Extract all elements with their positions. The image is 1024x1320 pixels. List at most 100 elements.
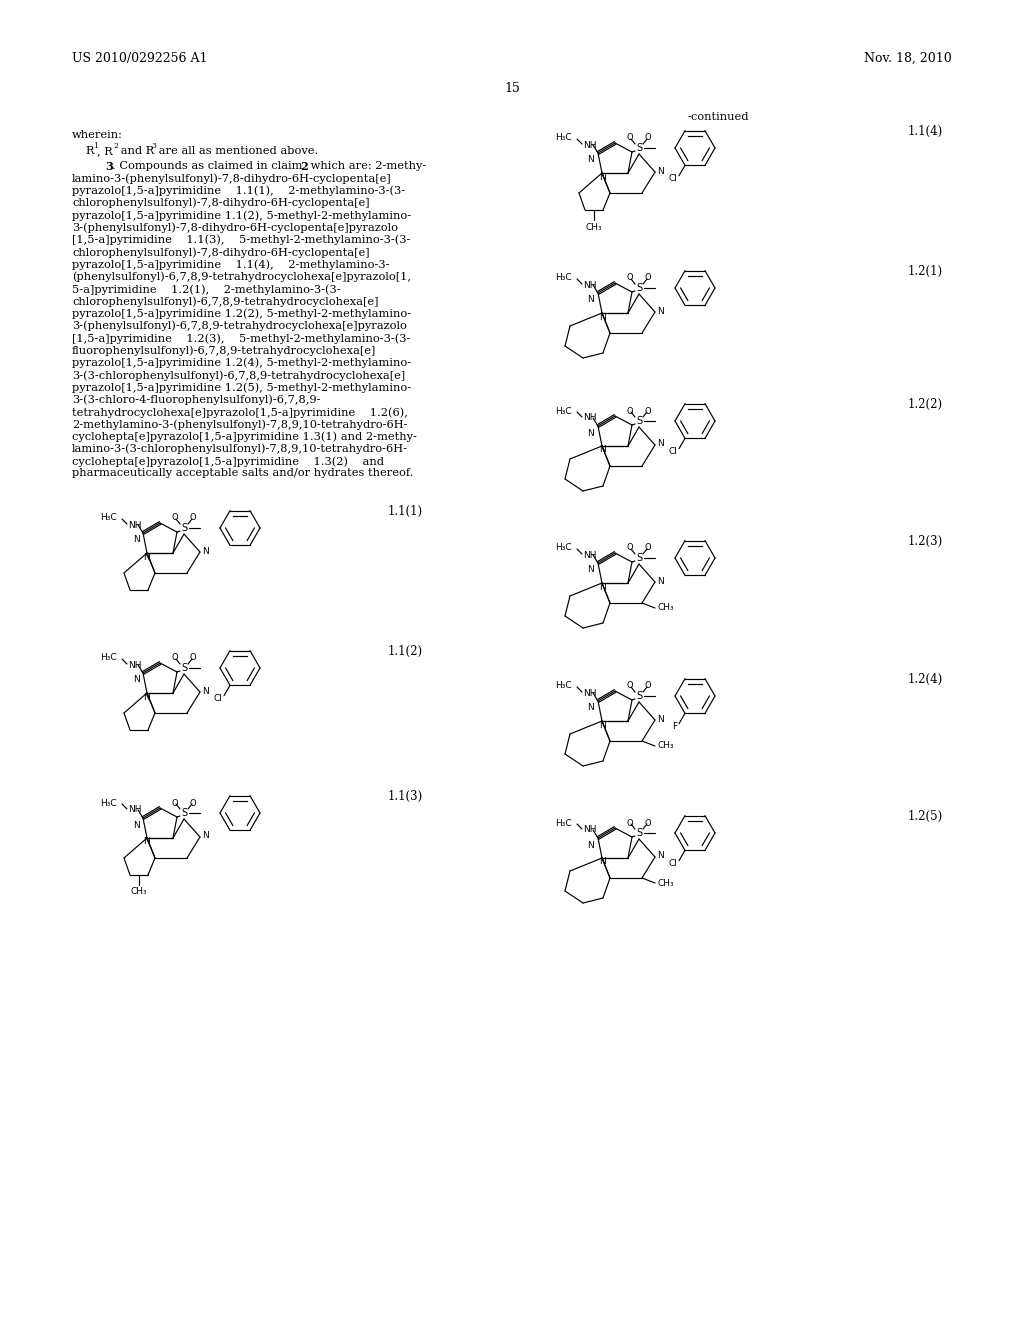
Text: fluorophenylsulfonyl)-6,7,8,9-tetrahydrocyclohexa[e]: fluorophenylsulfonyl)-6,7,8,9-tetrahydro… [72, 346, 377, 356]
Text: CH₃: CH₃ [131, 887, 147, 896]
Text: N: N [588, 841, 594, 850]
Text: NH: NH [583, 825, 597, 834]
Text: O: O [627, 544, 633, 553]
Text: 1.2(1): 1.2(1) [908, 265, 943, 279]
Text: N: N [588, 429, 594, 437]
Text: CH₃: CH₃ [657, 879, 674, 887]
Text: 5-a]pyrimidine    1.2(1),    2-methylamino-3-(3-: 5-a]pyrimidine 1.2(1), 2-methylamino-3-(… [72, 284, 341, 294]
Text: S: S [636, 282, 642, 293]
Text: Cl: Cl [669, 446, 678, 455]
Text: H₃C: H₃C [555, 273, 571, 282]
Text: 3-(phenylsulfonyl)-6,7,8,9-tetrahydrocyclohexa[e]pyrazolo: 3-(phenylsulfonyl)-6,7,8,9-tetrahydrocyc… [72, 321, 407, 331]
Text: N: N [657, 166, 664, 176]
Text: O: O [645, 681, 651, 690]
Text: . Compounds as claimed in claim: . Compounds as claimed in claim [112, 161, 306, 172]
Text: O: O [645, 818, 651, 828]
Text: H₃C: H₃C [100, 513, 117, 523]
Text: N: N [202, 686, 209, 696]
Text: N: N [202, 832, 209, 841]
Text: chlorophenylsulfonyl)-6,7,8,9-tetrahydrocyclohexa[e]: chlorophenylsulfonyl)-6,7,8,9-tetrahydro… [72, 296, 379, 306]
Text: pyrazolo[1,5-a]pyrimidine 1.2(2), 5-methyl-2-methylamino-: pyrazolo[1,5-a]pyrimidine 1.2(2), 5-meth… [72, 309, 411, 319]
Text: US 2010/0292256 A1: US 2010/0292256 A1 [72, 51, 208, 65]
Text: CH₃: CH₃ [586, 223, 602, 231]
Text: 1.1(1): 1.1(1) [388, 506, 423, 517]
Text: O: O [627, 133, 633, 143]
Text: 1.1(4): 1.1(4) [908, 125, 943, 139]
Text: 1: 1 [93, 143, 98, 150]
Text: S: S [181, 808, 187, 818]
Text: O: O [645, 544, 651, 553]
Text: S: S [636, 828, 642, 838]
Text: N: N [599, 858, 605, 866]
Text: O: O [172, 513, 178, 523]
Text: O: O [189, 799, 197, 808]
Text: wherein:: wherein: [72, 129, 123, 140]
Text: N: N [588, 704, 594, 713]
Text: O: O [189, 513, 197, 523]
Text: 1.1(3): 1.1(3) [388, 789, 423, 803]
Text: N: N [599, 313, 605, 322]
Text: N: N [657, 851, 664, 861]
Text: [1,5-a]pyrimidine    1.2(3),    5-methyl-2-methylamino-3-(3-: [1,5-a]pyrimidine 1.2(3), 5-methyl-2-met… [72, 333, 411, 343]
Text: pyrazolo[1,5-a]pyrimidine    1.1(4),    2-methylamino-3-: pyrazolo[1,5-a]pyrimidine 1.1(4), 2-meth… [72, 260, 389, 271]
Text: chlorophenylsulfonyl)-7,8-dihydro-6H-cyclopenta[e]: chlorophenylsulfonyl)-7,8-dihydro-6H-cyc… [72, 247, 370, 257]
Text: N: N [143, 553, 151, 561]
Text: Nov. 18, 2010: Nov. 18, 2010 [864, 51, 952, 65]
Text: NH: NH [583, 281, 597, 289]
Text: F: F [673, 722, 678, 731]
Text: N: N [588, 156, 594, 165]
Text: N: N [599, 173, 605, 181]
Text: 3: 3 [151, 143, 156, 150]
Text: N: N [599, 582, 605, 591]
Text: O: O [172, 799, 178, 808]
Text: S: S [181, 663, 187, 673]
Text: N: N [133, 821, 139, 829]
Text: H₃C: H₃C [555, 818, 571, 828]
Text: Cl: Cl [214, 694, 222, 702]
Text: NH: NH [583, 140, 597, 149]
Text: pyrazolo[1,5-a]pyrimidine 1.1(2), 5-methyl-2-methylamino-: pyrazolo[1,5-a]pyrimidine 1.1(2), 5-meth… [72, 210, 411, 220]
Text: N: N [143, 693, 151, 701]
Text: S: S [636, 690, 642, 701]
Text: which are: 2-methy-: which are: 2-methy- [307, 161, 426, 172]
Text: N: N [133, 676, 139, 685]
Text: cyclohepta[e]pyrazolo[1,5-a]pyrimidine 1.3(1) and 2-methy-: cyclohepta[e]pyrazolo[1,5-a]pyrimidine 1… [72, 432, 417, 442]
Text: 1.1(2): 1.1(2) [388, 645, 423, 657]
Text: [1,5-a]pyrimidine    1.1(3),    5-methyl-2-methylamino-3-(3-: [1,5-a]pyrimidine 1.1(3), 5-methyl-2-met… [72, 235, 411, 246]
Text: H₃C: H₃C [555, 544, 571, 553]
Text: tetrahydrocyclohexa[e]pyrazolo[1,5-a]pyrimidine    1.2(6),: tetrahydrocyclohexa[e]pyrazolo[1,5-a]pyr… [72, 407, 408, 417]
Text: N: N [588, 565, 594, 574]
Text: O: O [645, 273, 651, 282]
Text: N: N [143, 837, 151, 846]
Text: O: O [645, 133, 651, 143]
Text: 2: 2 [300, 161, 308, 172]
Text: 1.2(4): 1.2(4) [908, 673, 943, 686]
Text: cyclohepta[e]pyrazolo[1,5-a]pyrimidine    1.3(2)    and: cyclohepta[e]pyrazolo[1,5-a]pyrimidine 1… [72, 457, 384, 467]
Text: 3-(phenylsulfonyl)-7,8-dihydro-6H-cyclopenta[e]pyrazolo: 3-(phenylsulfonyl)-7,8-dihydro-6H-cyclop… [72, 223, 398, 234]
Text: , R: , R [97, 147, 113, 156]
Text: H₃C: H₃C [100, 799, 117, 808]
Text: -continued: -continued [687, 112, 749, 121]
Text: N: N [657, 714, 664, 723]
Text: and R: and R [117, 147, 155, 156]
Text: H₃C: H₃C [555, 681, 571, 690]
Text: lamino-3-(3-chlorophenylsulfonyl)-7,8,9,10-tetrahydro-6H-: lamino-3-(3-chlorophenylsulfonyl)-7,8,9,… [72, 444, 408, 454]
Text: O: O [627, 273, 633, 282]
Text: 3-(3-chloro-4-fluorophenylsulfonyl)-6,7,8,9-: 3-(3-chloro-4-fluorophenylsulfonyl)-6,7,… [72, 395, 321, 405]
Text: CH₃: CH₃ [657, 742, 674, 751]
Text: 2: 2 [113, 143, 118, 150]
Text: H₃C: H₃C [100, 653, 117, 663]
Text: are all as mentioned above.: are all as mentioned above. [155, 147, 318, 156]
Text: N: N [588, 296, 594, 305]
Text: 1.2(3): 1.2(3) [908, 535, 943, 548]
Text: pyrazolo[1,5-a]pyrimidine 1.2(5), 5-methyl-2-methylamino-: pyrazolo[1,5-a]pyrimidine 1.2(5), 5-meth… [72, 383, 411, 393]
Text: N: N [599, 721, 605, 730]
Text: O: O [627, 681, 633, 690]
Text: lamino-3-(phenylsulfonyl)-7,8-dihydro-6H-cyclopenta[e]: lamino-3-(phenylsulfonyl)-7,8-dihydro-6H… [72, 173, 392, 183]
Text: Cl: Cl [669, 174, 678, 182]
Text: CH₃: CH₃ [657, 603, 674, 612]
Text: NH: NH [128, 520, 141, 529]
Text: R: R [85, 147, 93, 156]
Text: 3-(3-chlorophenylsulfonyl)-6,7,8,9-tetrahydrocyclohexa[e]: 3-(3-chlorophenylsulfonyl)-6,7,8,9-tetra… [72, 370, 406, 380]
Text: 3: 3 [105, 161, 113, 172]
